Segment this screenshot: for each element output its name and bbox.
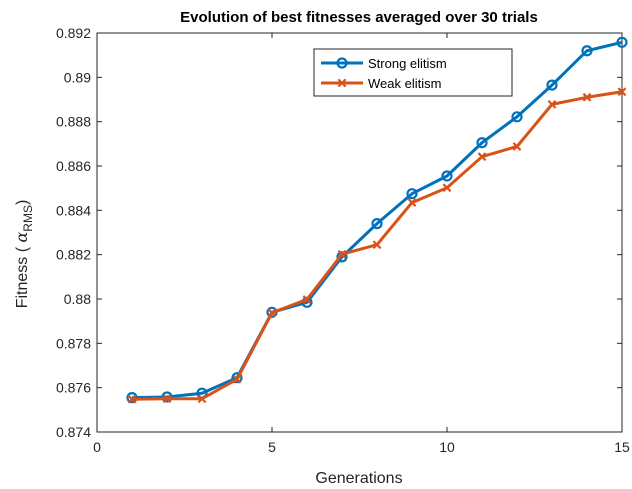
x-tick-label: 10 [439, 439, 455, 455]
data-point [407, 198, 417, 207]
marker-stroke [617, 87, 627, 97]
legend-marker [337, 78, 347, 88]
y-tick-label: 0.878 [56, 335, 91, 351]
data-point [582, 92, 592, 102]
data-point [161, 391, 173, 403]
y-axis-label-symbol: α [12, 232, 31, 243]
y-tick-label: 0.876 [56, 380, 91, 396]
data-point [547, 99, 557, 109]
data-point [337, 249, 347, 259]
marker-stroke [547, 99, 557, 109]
y-tick-label: 0.89 [64, 69, 91, 85]
data-point [476, 137, 488, 149]
data-point [511, 111, 523, 123]
y-axis-label-subscript: RMS [21, 205, 35, 232]
data-point [267, 308, 277, 318]
series-line [131, 40, 623, 400]
data-point [441, 170, 453, 182]
legend: Strong elitism Weak elitism [313, 48, 513, 97]
data-point [302, 295, 312, 304]
series-weak-elitism [127, 87, 627, 404]
data-point [232, 374, 242, 384]
data-point [231, 372, 243, 384]
data-point [616, 36, 628, 48]
y-tick-label: 0.884 [56, 202, 91, 218]
y-tick-label: 0.88 [64, 291, 91, 307]
y-axis-label-suffix: ) [14, 200, 31, 205]
legend-label: Weak elitism [368, 76, 441, 91]
marker-stroke [302, 295, 312, 304]
data-point [406, 188, 418, 200]
marker-stroke [407, 198, 417, 207]
x-tick-label: 0 [93, 439, 101, 455]
marker-stroke [127, 394, 137, 404]
y-tick-label: 0.882 [56, 247, 91, 263]
y-tick-label: 0.886 [56, 158, 91, 174]
series-strong-elitism [126, 36, 628, 404]
x-tick-label: 5 [268, 439, 276, 455]
data-point [512, 142, 522, 151]
marker-stroke [512, 142, 522, 151]
data-point [617, 87, 627, 97]
data-point [442, 183, 452, 193]
y-tick-label: 0.892 [56, 25, 91, 41]
marker-stroke [337, 78, 347, 88]
legend-label: Strong elitism [368, 56, 447, 71]
data-point [477, 152, 487, 162]
y-tick-label: 0.888 [56, 114, 91, 130]
y-axis-label: Fitness ( αRMS) [12, 200, 35, 309]
data-point [162, 394, 172, 404]
legend-box [313, 48, 513, 97]
data-point [336, 251, 348, 263]
marker-stroke [267, 308, 277, 318]
plot-area: 0 5 10 15 0.874 0.876 0.878 0.88 0.882 0.884 0.886… [56, 25, 630, 455]
data-point [127, 394, 137, 404]
x-axis-label: Generations [315, 470, 402, 487]
marker-stroke [232, 374, 242, 384]
data-point [372, 240, 382, 250]
chart-title: Evolution of best fitnesses averaged ove… [180, 9, 538, 26]
y-tick-label: 0.874 [56, 424, 91, 440]
marker-stroke [337, 249, 347, 259]
x-tick-label: 15 [614, 439, 630, 455]
marker-stroke [582, 92, 592, 102]
marker-stroke [477, 152, 487, 162]
data-point [581, 45, 593, 57]
y-axis-label-prefix: Fitness ( [14, 243, 31, 309]
data-point [546, 79, 558, 91]
marker-stroke [442, 183, 452, 193]
data-point [197, 394, 207, 404]
legend-marker [336, 57, 348, 69]
data-point [371, 218, 383, 230]
marker-stroke [197, 394, 207, 404]
marker-stroke [162, 394, 172, 404]
marker-stroke [372, 240, 382, 250]
